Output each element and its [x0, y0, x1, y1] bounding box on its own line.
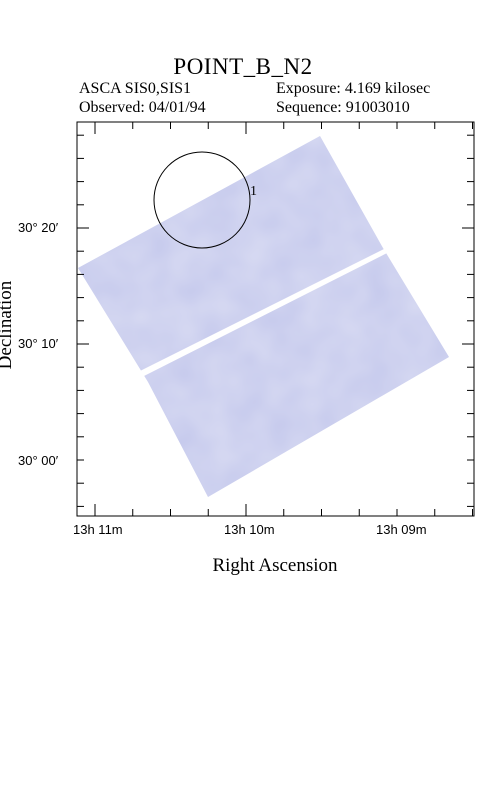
x-tick-label: 13h 11m [73, 522, 123, 537]
sequence-line: Sequence: 91003010 [276, 99, 410, 117]
exposure-value: 4.169 kilosec [344, 80, 431, 97]
sequence-label: Sequence: [276, 99, 342, 116]
observed-date: 04/01/94 [148, 99, 206, 116]
plot-frame [76, 121, 475, 517]
x-axis-label: Right Ascension [212, 555, 338, 576]
y-axis-label: Declination [0, 280, 16, 370]
y-tick-label: 30° 10′ [18, 336, 59, 351]
chip-gap [140, 246, 393, 376]
exposure-label: Exposure: [276, 80, 341, 97]
image-title: POINT_B_N2 [173, 54, 313, 79]
exposure-field-texture [78, 136, 449, 497]
y-tick-label: 30° 00′ [18, 453, 59, 468]
instrument-label: ASCA SIS0,SIS1 [79, 80, 192, 97]
axis-ticks [77, 122, 474, 516]
source-marker: 1 [250, 184, 257, 199]
x-tick-label: 13h 09m [376, 522, 427, 537]
exposure-line: Exposure: 4.169 kilosec [276, 80, 430, 98]
observed-line: Observed: 04/01/94 [79, 99, 206, 117]
y-tick-label: 30° 20′ [18, 220, 59, 235]
x-tick-label: 13h 10m [224, 522, 275, 537]
observed-label: Observed: [79, 99, 145, 116]
region-circle [153, 151, 251, 249]
sequence-value: 91003010 [345, 99, 410, 116]
